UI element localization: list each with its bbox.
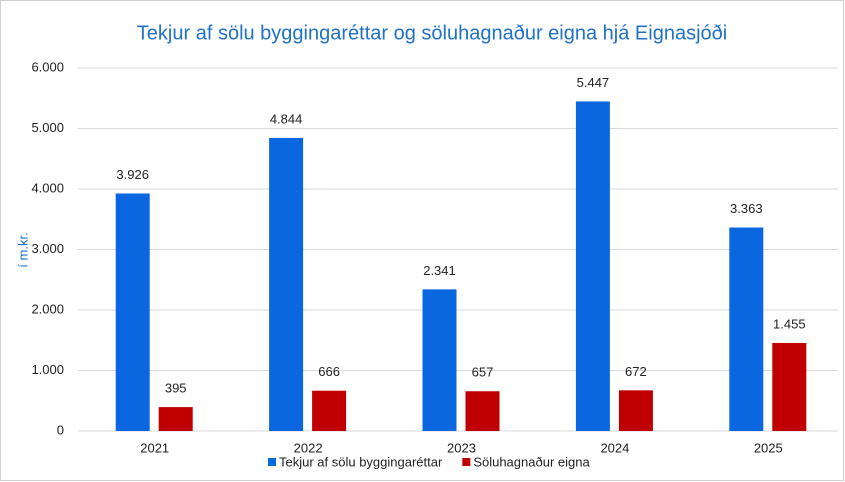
bar [422,289,457,431]
value-label: 3.363 [730,201,763,216]
y-tick-label: 2.000 [31,301,64,316]
value-label: 5.447 [577,75,610,90]
bar [618,390,653,431]
value-label: 3.926 [116,167,149,182]
y-tick-label: 4.000 [31,180,64,195]
x-tick-label: 2023 [447,440,476,455]
value-label: 666 [318,364,340,379]
legend-label: Söluhagnaður eigna [473,454,590,469]
value-label: 2.341 [423,263,456,278]
x-tick-label: 2025 [754,440,783,455]
y-tick-label: 1.000 [31,362,64,377]
value-label: 672 [625,364,647,379]
legend-swatch [462,458,471,466]
value-label: 1.455 [773,316,806,331]
value-label: 657 [472,365,494,380]
chart-title: Tekjur af sölu byggingaréttar og söluhag… [137,22,727,44]
y-axis-label: í m.kr. [15,232,30,267]
bar [158,407,193,431]
bar [115,193,150,431]
x-tick-label: 2022 [294,440,323,455]
x-tick-label: 2021 [140,440,169,455]
bar [465,391,500,431]
legend-label: Tekjur af sölu byggingaréttar [279,454,443,469]
x-tick-label: 2024 [600,440,629,455]
y-tick-label: 3.000 [31,241,64,256]
bar [575,101,610,432]
bar [312,390,347,431]
y-tick-label: 5.000 [31,120,64,135]
value-label: 395 [165,381,187,396]
bar [772,342,807,431]
y-tick-label: 0 [57,422,64,437]
bar [269,137,304,432]
y-tick-label: 6.000 [31,59,64,74]
value-label: 4.844 [270,111,303,126]
legend-swatch [268,458,276,466]
bar [729,227,764,431]
